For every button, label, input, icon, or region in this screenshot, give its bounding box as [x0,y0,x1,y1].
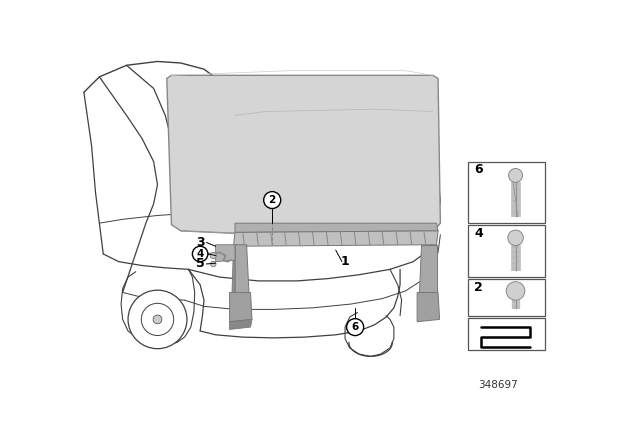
Circle shape [264,192,281,208]
Circle shape [210,252,216,258]
Text: 1: 1 [340,255,349,268]
Bar [467,280,545,315]
Polygon shape [230,293,252,322]
Circle shape [153,315,162,324]
Text: 6: 6 [351,322,359,332]
Text: 348697: 348697 [479,380,518,390]
Polygon shape [167,75,440,235]
Bar [467,318,545,350]
Polygon shape [235,245,249,294]
Polygon shape [417,293,440,322]
Polygon shape [230,319,252,329]
Circle shape [508,230,524,246]
Polygon shape [235,223,438,233]
Polygon shape [216,245,235,262]
Bar [467,225,545,277]
Circle shape [211,261,216,267]
Polygon shape [234,231,438,246]
Bar [467,162,545,223]
Text: 5: 5 [196,258,205,271]
Circle shape [193,246,208,262]
Text: 2: 2 [474,280,483,293]
Text: 3: 3 [196,236,204,249]
Polygon shape [232,245,235,296]
Text: 4: 4 [196,249,204,259]
Text: 6: 6 [474,163,483,176]
Circle shape [141,303,173,336]
Circle shape [347,319,364,336]
Polygon shape [419,245,436,293]
Circle shape [128,290,187,349]
Text: 2: 2 [269,195,276,205]
Circle shape [509,168,522,182]
Text: 4: 4 [474,227,483,240]
Circle shape [506,282,525,300]
